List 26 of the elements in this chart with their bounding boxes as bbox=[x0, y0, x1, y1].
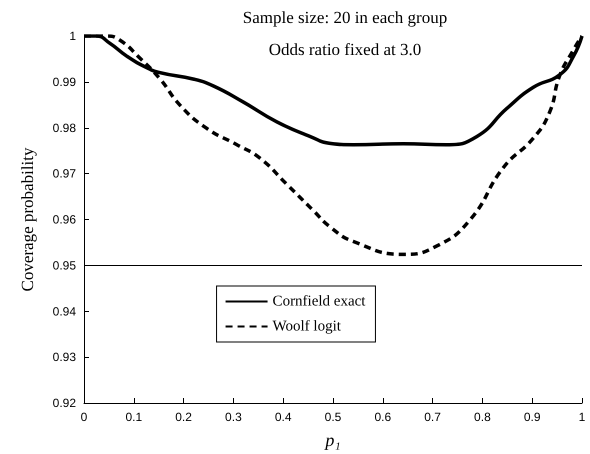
x-tick-label: 0.4 bbox=[274, 410, 292, 424]
chart-title: Sample size: 20 in each group bbox=[242, 8, 448, 27]
y-tick-label: 0.92 bbox=[52, 396, 76, 410]
x-tick-label: 0.7 bbox=[424, 410, 442, 424]
x-tick-label: 0 bbox=[80, 410, 88, 424]
y-tick-label: 0.94 bbox=[52, 304, 76, 318]
x-tick-label: 0.9 bbox=[524, 410, 541, 424]
y-tick-label: 0.98 bbox=[52, 120, 76, 135]
x-tick-label: 0.2 bbox=[175, 410, 192, 424]
x-tick-label: 0.3 bbox=[225, 410, 242, 424]
x-axis-title: p₁ bbox=[323, 430, 341, 450]
legend-label: Woolf logit bbox=[272, 318, 342, 334]
x-tick-label: 0.6 bbox=[374, 410, 392, 424]
chart-subtitle: Odds ratio fixed at 3.0 bbox=[268, 40, 422, 59]
y-tick-label: 1 bbox=[69, 29, 76, 43]
x-tick-label: 0.5 bbox=[324, 410, 342, 424]
x-tick-label: 1 bbox=[578, 410, 586, 424]
y-tick-label: 0.99 bbox=[52, 74, 76, 89]
y-tick-label: 0.95 bbox=[52, 258, 76, 272]
legend-label: Cornfield exact bbox=[272, 294, 366, 310]
y-axis-title: Coverage probability bbox=[18, 147, 37, 292]
y-tick-label: 0.96 bbox=[52, 212, 76, 226]
x-tick-label: 0.8 bbox=[474, 410, 492, 424]
y-tick-label: 0.93 bbox=[52, 350, 76, 364]
x-tick-label: 0.1 bbox=[125, 410, 142, 424]
y-tick-label: 0.97 bbox=[52, 166, 76, 181]
